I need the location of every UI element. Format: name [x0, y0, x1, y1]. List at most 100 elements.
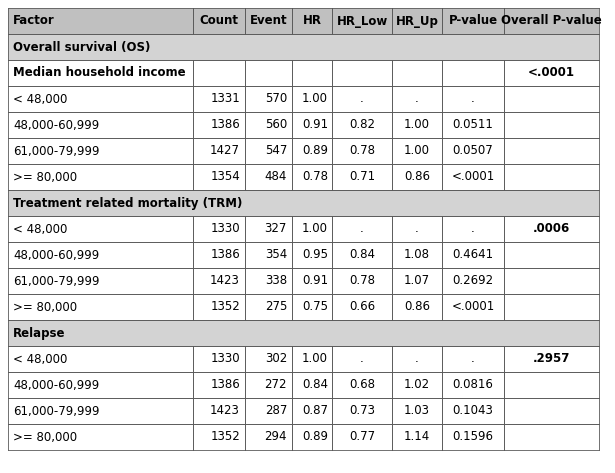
Bar: [442, 164, 504, 190]
Bar: [392, 8, 442, 34]
Bar: [193, 164, 245, 190]
Bar: [504, 242, 599, 268]
Text: 1.14: 1.14: [404, 430, 430, 444]
Bar: [504, 138, 599, 164]
Text: 0.0816: 0.0816: [453, 378, 493, 392]
Text: Overall survival (OS): Overall survival (OS): [13, 41, 151, 53]
Text: 0.84: 0.84: [302, 378, 328, 392]
Bar: [442, 372, 504, 398]
Text: 1.00: 1.00: [404, 119, 430, 131]
Bar: [292, 372, 332, 398]
Text: >= 80,000: >= 80,000: [13, 300, 77, 314]
Bar: [442, 242, 504, 268]
Text: .: .: [415, 222, 419, 236]
Text: .: .: [360, 222, 364, 236]
Bar: [392, 372, 442, 398]
Text: <.0001: <.0001: [451, 300, 494, 314]
Bar: [504, 372, 599, 398]
Text: 0.77: 0.77: [349, 430, 375, 444]
Text: 1427: 1427: [210, 144, 240, 158]
Text: 1386: 1386: [210, 378, 240, 392]
Text: 1.00: 1.00: [302, 352, 328, 366]
Text: 0.86: 0.86: [404, 170, 430, 184]
Text: 0.71: 0.71: [349, 170, 375, 184]
Text: Treatment related mortality (TRM): Treatment related mortality (TRM): [13, 196, 242, 210]
Bar: [292, 86, 332, 112]
Bar: [392, 86, 442, 112]
Bar: [292, 112, 332, 138]
Text: .: .: [360, 352, 364, 366]
Text: 327: 327: [264, 222, 287, 236]
Text: .: .: [415, 93, 419, 105]
Text: 560: 560: [264, 119, 287, 131]
Text: 275: 275: [264, 300, 287, 314]
Bar: [8, 216, 193, 242]
Bar: [332, 112, 392, 138]
Text: 0.78: 0.78: [302, 170, 328, 184]
Bar: [8, 372, 193, 398]
Bar: [292, 424, 332, 450]
Bar: [332, 60, 392, 86]
Text: 0.91: 0.91: [302, 274, 328, 288]
Text: 1330: 1330: [210, 222, 240, 236]
Bar: [8, 86, 193, 112]
Text: Event: Event: [250, 15, 287, 27]
Bar: [332, 398, 392, 424]
Text: 570: 570: [264, 93, 287, 105]
Text: 1331: 1331: [210, 93, 240, 105]
Bar: [504, 268, 599, 294]
Bar: [332, 86, 392, 112]
Text: 0.2692: 0.2692: [453, 274, 494, 288]
Bar: [392, 242, 442, 268]
Bar: [332, 372, 392, 398]
Text: 1386: 1386: [210, 119, 240, 131]
Bar: [292, 268, 332, 294]
Text: 1.02: 1.02: [404, 378, 430, 392]
Bar: [442, 138, 504, 164]
Bar: [392, 424, 442, 450]
Bar: [332, 346, 392, 372]
Bar: [332, 294, 392, 320]
Bar: [193, 8, 245, 34]
Bar: [392, 268, 442, 294]
Text: 302: 302: [264, 352, 287, 366]
Bar: [193, 112, 245, 138]
Bar: [8, 164, 193, 190]
Bar: [504, 424, 599, 450]
Bar: [292, 346, 332, 372]
Bar: [292, 60, 332, 86]
Bar: [193, 86, 245, 112]
Bar: [292, 294, 332, 320]
Bar: [8, 398, 193, 424]
Bar: [332, 216, 392, 242]
Bar: [332, 268, 392, 294]
Bar: [442, 112, 504, 138]
Text: P-value: P-value: [448, 15, 498, 27]
Text: 1423: 1423: [210, 404, 240, 418]
Bar: [392, 164, 442, 190]
Bar: [442, 398, 504, 424]
Text: HR: HR: [303, 15, 322, 27]
Text: Overall P-value: Overall P-value: [501, 15, 602, 27]
Text: HR_Low: HR_Low: [336, 15, 387, 27]
Bar: [8, 60, 193, 86]
Bar: [332, 424, 392, 450]
Bar: [193, 398, 245, 424]
Text: Relapse: Relapse: [13, 326, 66, 340]
Bar: [8, 34, 599, 60]
Bar: [442, 60, 504, 86]
Bar: [442, 294, 504, 320]
Bar: [442, 8, 504, 34]
Bar: [442, 268, 504, 294]
Bar: [8, 190, 599, 216]
Text: 0.86: 0.86: [404, 300, 430, 314]
Bar: [332, 8, 392, 34]
Text: 0.78: 0.78: [349, 144, 375, 158]
Bar: [245, 346, 292, 372]
Text: < 48,000: < 48,000: [13, 93, 68, 105]
Bar: [193, 138, 245, 164]
Text: 61,000-79,999: 61,000-79,999: [13, 274, 100, 288]
Text: 1330: 1330: [210, 352, 240, 366]
Text: 0.0511: 0.0511: [453, 119, 493, 131]
Bar: [8, 8, 193, 34]
